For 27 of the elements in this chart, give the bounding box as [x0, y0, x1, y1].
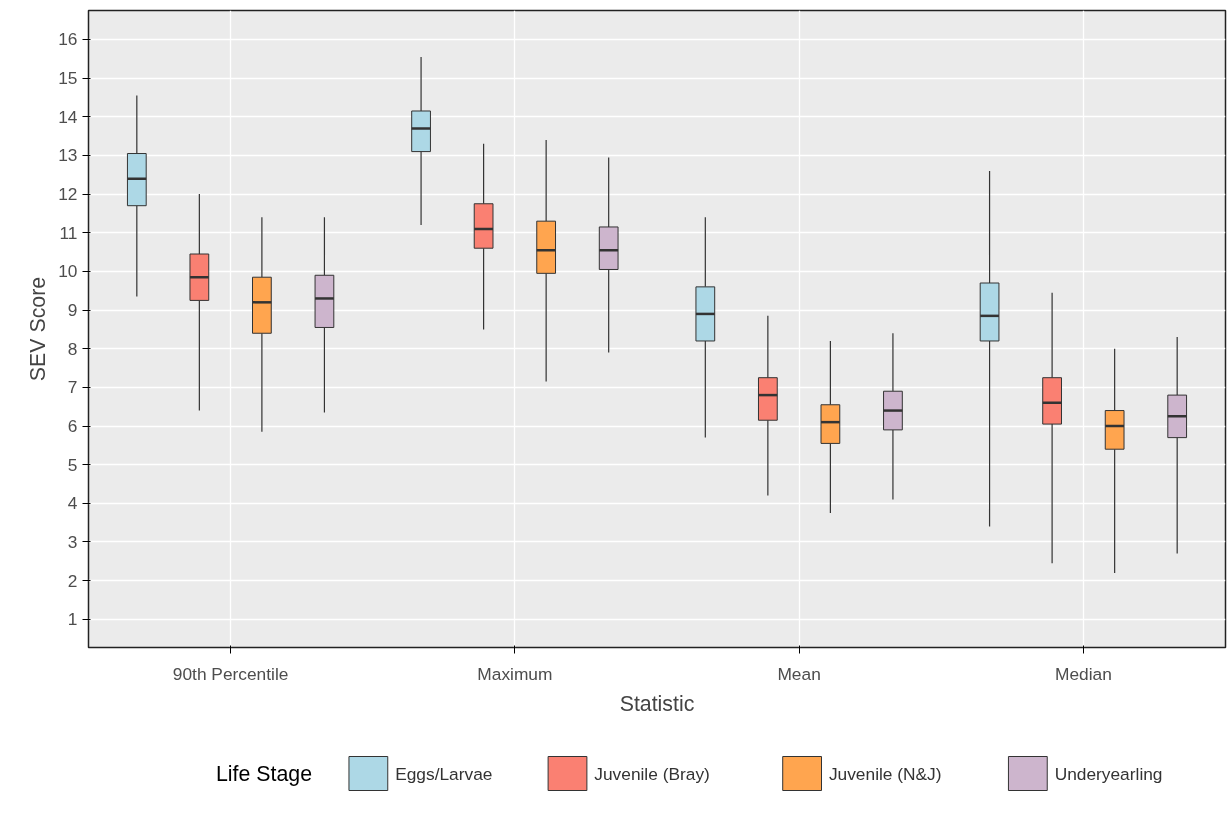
y-tick-label: 7	[67, 377, 78, 398]
legend-label: Juvenile (N&J)	[828, 763, 942, 784]
x-tick-label: Median	[1054, 663, 1112, 684]
x-tick-label: Mean	[777, 663, 821, 684]
x-axis-title: Statistic	[619, 691, 695, 716]
y-tick-label: 12	[58, 184, 78, 205]
legend-title: Life Stage	[215, 761, 313, 786]
y-tick-label: 4	[67, 493, 78, 514]
y-tick-label: 9	[67, 300, 78, 321]
x-tick-label: 90th Percentile	[172, 663, 289, 684]
x-tick-label: Maximum	[477, 663, 553, 684]
y-tick-label: 6	[67, 416, 78, 437]
legend-label: Eggs/Larvae	[395, 763, 493, 784]
y-tick-label: 10	[58, 261, 78, 282]
y-tick-label: 13	[58, 145, 78, 166]
y-axis-title: SEV Score	[26, 276, 51, 382]
y-tick-label: 8	[67, 338, 78, 359]
y-tick-label: 5	[67, 454, 78, 475]
y-tick-label: 3	[67, 531, 78, 552]
y-tick-label: 16	[58, 29, 78, 50]
y-tick-label: 14	[58, 106, 78, 127]
y-tick-label: 2	[67, 570, 78, 591]
legend-label: Juvenile (Bray)	[594, 763, 710, 784]
y-tick-label: 11	[59, 222, 78, 243]
y-tick-label: 1	[67, 609, 78, 630]
legend-label: Underyearling	[1054, 763, 1163, 784]
y-tick-label: 15	[58, 68, 78, 89]
